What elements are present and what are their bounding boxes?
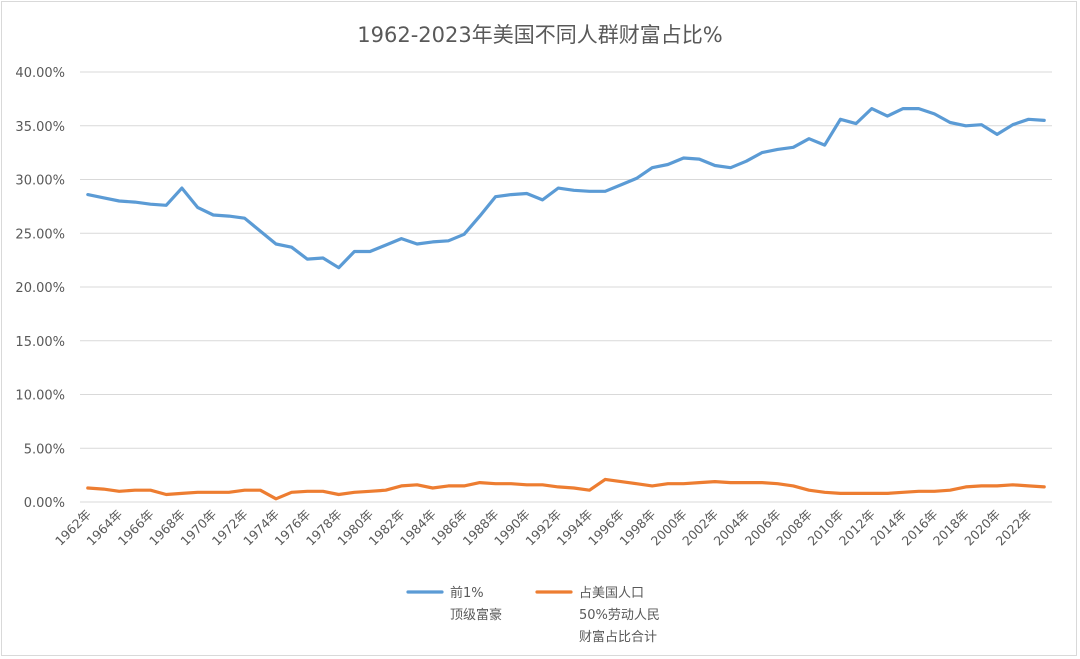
y-tick-label: 40.00% [15, 66, 65, 81]
series-lines [86, 106, 1046, 501]
legend-label-2: 50%劳动人民 [579, 607, 660, 623]
y-tick-label: 20.00% [15, 281, 65, 296]
y-tick-label: 25.00% [15, 227, 65, 242]
y-axis-ticks: 0.00% 5.00% 10.00% 15.00% 20.00% 25.00% 30.00%… [15, 66, 65, 511]
legend-label-2: 占美国人口 [579, 586, 644, 601]
y-tick-label: 5.00% [24, 442, 65, 457]
x-axis-ticks: 1962年1964年1966年1968年1970年1972年1974年1976年… [52, 507, 1035, 549]
legend-label-1: 顶级富豪 [450, 607, 502, 623]
y-tick-label: 35.00% [15, 120, 65, 135]
y-tick-label: 15.00% [15, 335, 65, 350]
legend-label-1: 前1% [450, 585, 484, 601]
y-tick-label: 0.00% [24, 496, 65, 511]
legend-label-2: 财富占比合计 [579, 629, 657, 645]
y-tick-label: 10.00% [15, 389, 65, 404]
x-tick-label: 2022年 [993, 507, 1035, 549]
y-tick-label: 30.00% [15, 174, 65, 189]
gridlines [80, 71, 1052, 503]
series-line-2 [86, 477, 1046, 501]
series-line-1 [86, 106, 1046, 270]
chart-title: 1962-2023年美国不同人群财富占比% [357, 23, 722, 47]
